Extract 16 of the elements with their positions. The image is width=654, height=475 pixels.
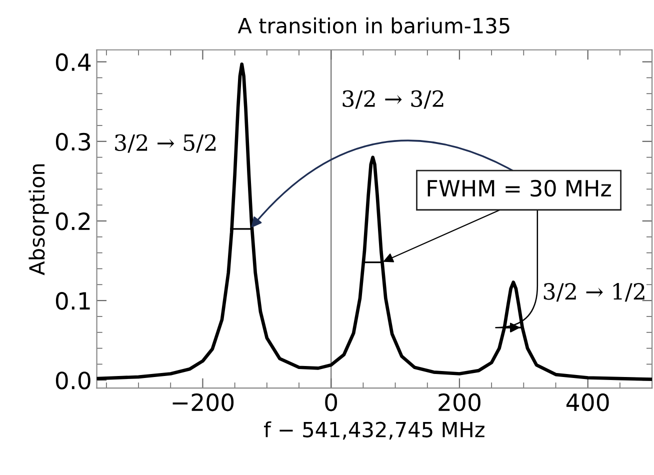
y-tick-label: 0.0	[56, 372, 90, 390]
y-tick-label: 0.2	[56, 212, 90, 230]
x-tick-label: 0	[325, 393, 338, 412]
y-tick-label: 0.1	[56, 292, 90, 310]
annotation: 3/2 → 1/2	[544, 283, 644, 302]
annotation: FWHM = 30 MHz	[428, 180, 611, 197]
x-tick-label: −200	[172, 393, 234, 412]
x-axis-title: f − 541,432,745 MHz	[264, 421, 484, 440]
x-tick-label: 200	[438, 393, 480, 412]
y-tick-label: 0.4	[56, 53, 91, 72]
y-axis-title: Absorption	[28, 164, 49, 276]
y-tick-label: 0.3	[56, 132, 90, 151]
chart-title: A transition in barium-135	[238, 17, 510, 34]
annotation: 3/2 → 3/2	[342, 90, 444, 109]
annotation: 3/2 → 5/2	[115, 134, 216, 153]
x-tick-label: 400	[566, 393, 609, 412]
